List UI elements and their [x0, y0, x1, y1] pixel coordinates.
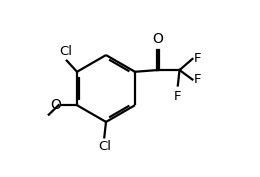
Text: O: O — [50, 98, 61, 112]
Text: O: O — [152, 32, 163, 46]
Text: F: F — [174, 90, 181, 103]
Text: F: F — [194, 73, 201, 86]
Text: F: F — [194, 52, 201, 65]
Text: Cl: Cl — [59, 45, 72, 58]
Text: Cl: Cl — [98, 140, 111, 153]
